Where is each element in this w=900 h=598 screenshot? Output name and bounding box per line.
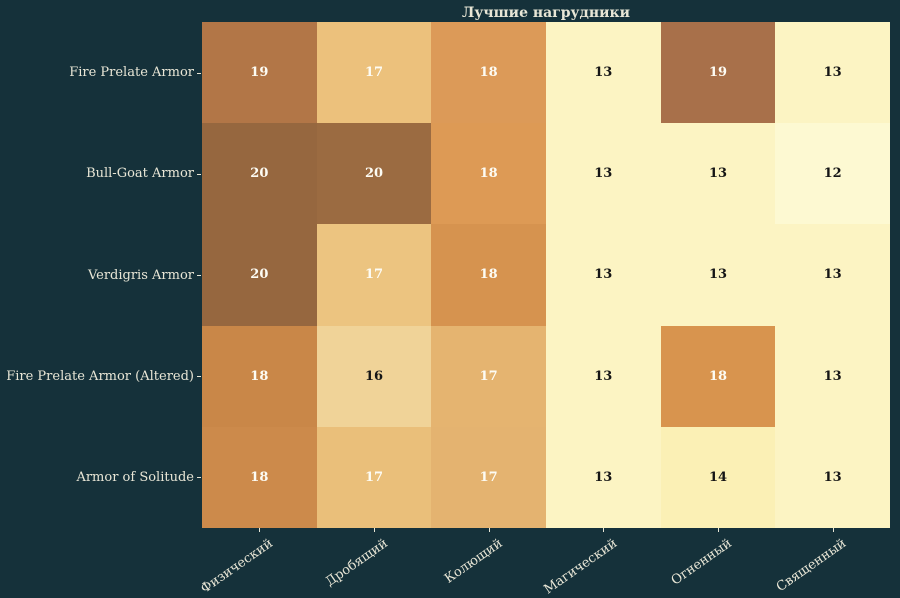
y-tick-mark	[197, 275, 201, 276]
x-tick-label: Магический	[541, 536, 620, 598]
heatmap-cell: 13	[775, 224, 890, 326]
heatmap-cell: 17	[316, 224, 432, 326]
heatmap-cell: 13	[775, 426, 890, 528]
heatmap-cell: 18	[431, 224, 546, 326]
heatmap-cell: 20	[316, 123, 432, 225]
x-tick-mark	[374, 528, 375, 532]
heatmap-cell: 13	[545, 22, 661, 124]
x-tick-label: Огненный	[668, 536, 735, 589]
heatmap-cell: 17	[431, 325, 546, 427]
x-tick-label: Дробящий	[322, 536, 391, 590]
heatmap-cell: 20	[202, 123, 317, 225]
heatmap-cell: 16	[316, 325, 432, 427]
heatmap-cell: 17	[431, 426, 546, 528]
heatmap-cell: 18	[431, 123, 546, 225]
x-tick-mark	[488, 528, 490, 532]
heatmap-cell: 13	[775, 22, 890, 124]
heatmap-cell: 13	[660, 123, 776, 225]
y-tick-mark	[197, 477, 201, 479]
x-tick-label: Колющий	[441, 536, 506, 587]
y-tick-label: Fire Prelate Armor (Altered)	[6, 368, 194, 384]
y-tick-label: Fire Prelate Armor	[69, 65, 194, 81]
heatmap-cell: 13	[545, 224, 661, 326]
x-tick-label: Священный	[773, 536, 850, 596]
heatmap-cell: 12	[775, 123, 890, 225]
heatmap-cell: 17	[316, 426, 432, 528]
x-tick-mark	[718, 528, 719, 532]
heatmap-cell: 13	[545, 123, 661, 225]
x-tick-mark	[603, 528, 605, 532]
heatmap-cell: 18	[660, 325, 776, 427]
heatmap-cell: 19	[660, 22, 776, 124]
heatmap-cell: 19	[202, 22, 317, 124]
heatmap-cell: 20	[202, 224, 317, 326]
x-tick-mark	[259, 528, 261, 532]
y-tick-mark	[197, 72, 201, 74]
heatmap-cell: 13	[545, 426, 661, 528]
y-tick-mark	[197, 173, 201, 175]
heatmap-cell: 18	[431, 22, 546, 124]
heatmap-cell: 13	[775, 325, 890, 427]
heatmap-grid: 19 17 18 13 19 13 20 20 18 13 13 12 20 17 18 13 13 13 18 16…	[202, 22, 890, 528]
heatmap-cell: 18	[202, 325, 317, 427]
heatmap-cell: 13	[660, 224, 776, 326]
heatmap-cell: 18	[202, 426, 317, 528]
y-tick-label: Armor of Solitude	[76, 469, 194, 485]
y-axis-labels: Fire Prelate Armor Bull-Goat Armor Verdigr…	[0, 22, 194, 528]
y-tick-label: Verdigris Armor	[87, 267, 194, 283]
heatmap-cell: 17	[316, 22, 432, 124]
chart-title: Лучшие нагрудники	[462, 5, 630, 21]
x-tick-label: Физический	[198, 536, 276, 597]
heatmap-cell: 14	[660, 426, 776, 528]
y-tick-label: Bull-Goat Armor	[86, 166, 194, 182]
heatmap-cell: 13	[545, 325, 661, 427]
y-tick-mark	[197, 376, 201, 378]
x-tick-mark	[832, 528, 834, 532]
